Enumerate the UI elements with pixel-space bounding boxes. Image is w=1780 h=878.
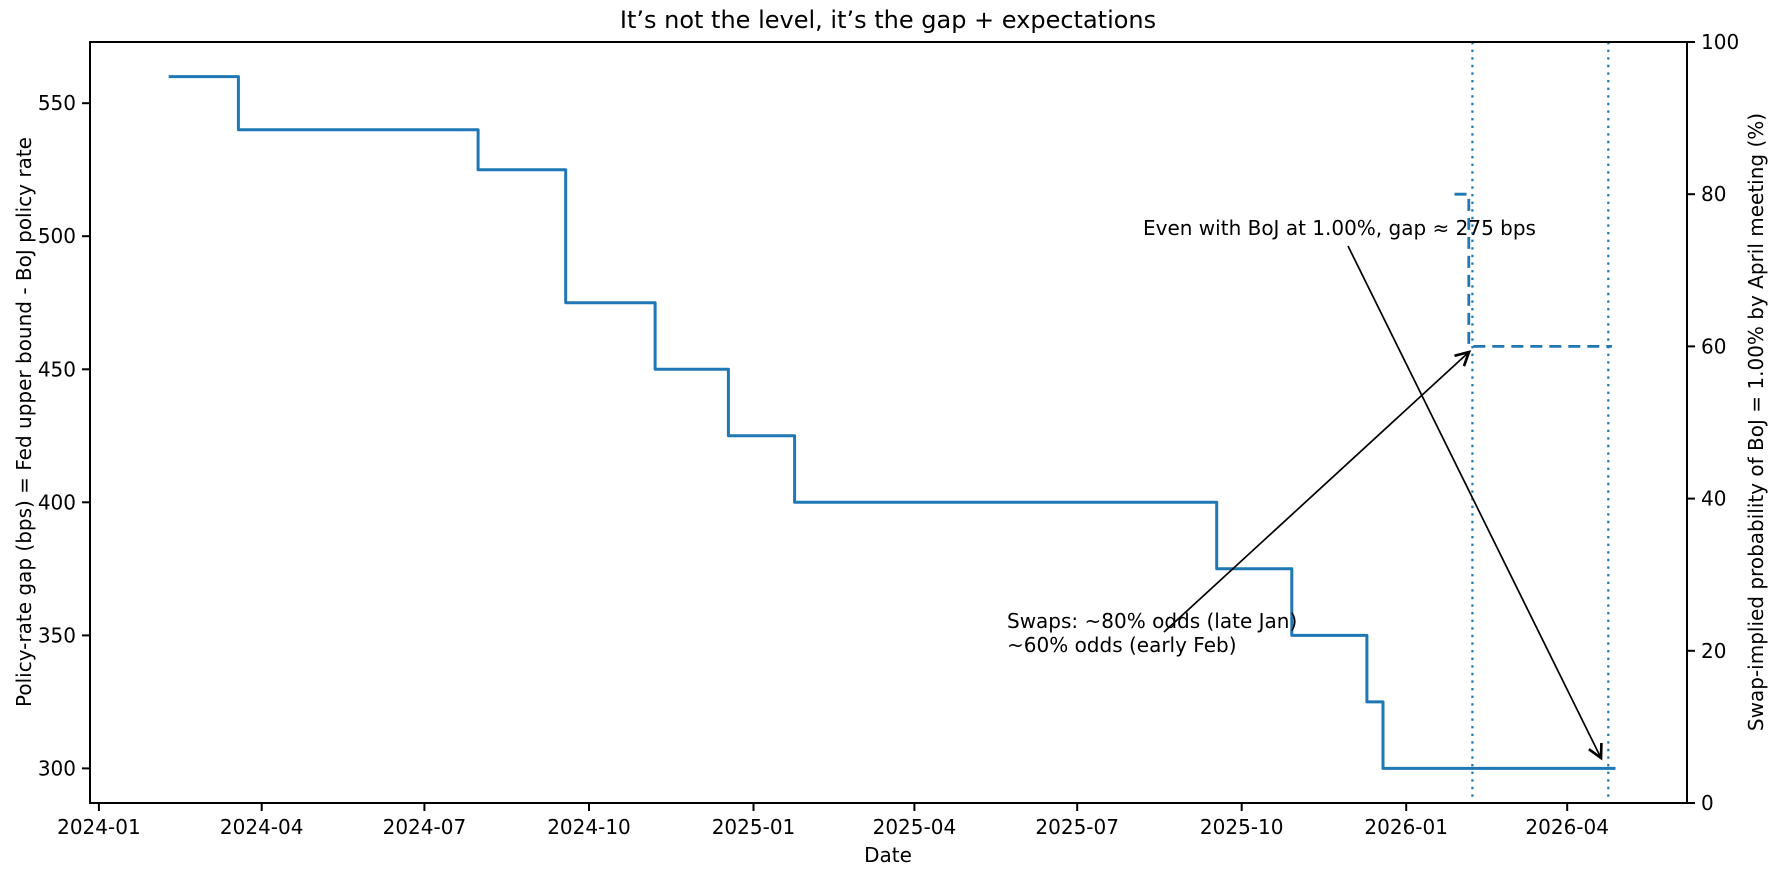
- x-tick-label: 2026-01: [1364, 815, 1448, 839]
- left-y-tick-label: 550: [38, 91, 76, 115]
- right-y-tick-label: 0: [1701, 791, 1714, 815]
- x-tick-label: 2025-04: [873, 815, 957, 839]
- right-y-tick-label: 80: [1701, 182, 1726, 206]
- right-y-axis-label: Swap-implied probability of BoJ = 1.00% …: [1744, 112, 1768, 732]
- left-y-tick-label: 300: [38, 756, 76, 780]
- x-tick-label: 2024-04: [220, 815, 304, 839]
- left-y-tick-label: 500: [38, 224, 76, 248]
- x-tick-label: 2024-10: [547, 815, 631, 839]
- annotation-gap-275bps: Even with BoJ at 1.00%, gap ≈ 275 bps: [1143, 216, 1536, 240]
- annotation-line-2: ~60% odds (early Feb): [1007, 633, 1237, 657]
- left-y-tick-label: 450: [38, 357, 76, 381]
- right-y-tick-label: 20: [1701, 639, 1726, 663]
- swap-implied-probability-pct-line: [1454, 192, 1612, 348]
- chart-title: It’s not the level, it’s the gap + expec…: [619, 6, 1157, 34]
- annotation-arrow: [1163, 350, 1472, 633]
- annotation-swaps-odds: Swaps: ~80% odds (late Jan) ~60% odds (e…: [1007, 609, 1297, 657]
- policy-rate-gap-bps-line: [168, 75, 1616, 770]
- x-tick-label: 2025-10: [1200, 815, 1284, 839]
- left-y-tick-label: 350: [38, 623, 76, 647]
- plot-border: [89, 41, 1688, 804]
- annotation-line-1: Swaps: ~80% odds (late Jan): [1007, 609, 1298, 633]
- right-y-tick-label: 40: [1701, 487, 1726, 511]
- left-y-axis-label: Policy-rate gap (bps) = Fed upper bound …: [12, 137, 36, 707]
- right-y-tick-label: 60: [1701, 334, 1726, 358]
- x-axis-label: Date: [864, 843, 912, 867]
- x-tick-label: 2024-07: [383, 815, 467, 839]
- x-tick-label: 2024-01: [57, 815, 141, 839]
- x-tick-label: 2026-04: [1525, 815, 1609, 839]
- x-tick-label: 2025-01: [712, 815, 796, 839]
- right-y-tick-label: 100: [1701, 30, 1739, 54]
- left-y-tick-label: 400: [38, 490, 76, 514]
- annotation-text: Even with BoJ at 1.00%, gap ≈ 275 bps: [1143, 216, 1536, 240]
- annotation-arrow: [1347, 245, 1603, 761]
- x-tick-label: 2025-07: [1035, 815, 1119, 839]
